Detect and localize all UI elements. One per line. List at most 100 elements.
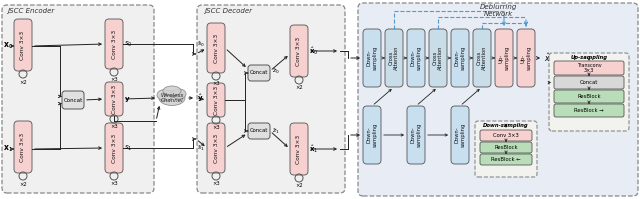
FancyBboxPatch shape xyxy=(363,106,381,164)
Text: JSCC Decoder: JSCC Decoder xyxy=(204,8,252,14)
Ellipse shape xyxy=(157,90,173,100)
FancyBboxPatch shape xyxy=(14,121,32,173)
Text: ×3: ×3 xyxy=(212,125,220,130)
Text: Conv 3×3: Conv 3×3 xyxy=(214,85,218,115)
FancyBboxPatch shape xyxy=(473,29,491,87)
Text: $\hat{\mathbf{x}}_1$: $\hat{\mathbf{x}}_1$ xyxy=(309,143,318,155)
Ellipse shape xyxy=(159,91,185,105)
Ellipse shape xyxy=(163,86,181,96)
Text: Cross
Attention: Cross Attention xyxy=(388,46,399,70)
Text: $\hat{s}_0$: $\hat{s}_0$ xyxy=(197,39,205,49)
Text: Transconv
3×3: Transconv 3×3 xyxy=(577,63,602,73)
Text: ×3: ×3 xyxy=(110,181,118,186)
Text: ×2: ×2 xyxy=(19,182,27,187)
FancyBboxPatch shape xyxy=(363,29,381,87)
Text: ×3: ×3 xyxy=(212,181,220,186)
Text: Down-
sampling: Down- sampling xyxy=(454,46,465,70)
FancyBboxPatch shape xyxy=(207,123,225,173)
FancyBboxPatch shape xyxy=(197,5,345,193)
Text: $\mathbf{x}_0$: $\mathbf{x}_0$ xyxy=(3,41,13,51)
Text: Conv 3×3: Conv 3×3 xyxy=(20,133,26,162)
Text: ×2: ×2 xyxy=(19,80,27,85)
FancyBboxPatch shape xyxy=(554,90,624,103)
Text: Cross
Attention: Cross Attention xyxy=(433,46,444,70)
Text: Conv 3×3: Conv 3×3 xyxy=(493,133,519,138)
Text: Concat: Concat xyxy=(250,70,268,75)
FancyBboxPatch shape xyxy=(14,19,32,71)
Text: $\hat{\mathbf{y}}$: $\hat{\mathbf{y}}$ xyxy=(197,92,204,104)
Text: $\mathbf{x}_1$: $\mathbf{x}_1$ xyxy=(3,144,13,154)
Text: Down-
sampling: Down- sampling xyxy=(411,123,421,147)
FancyBboxPatch shape xyxy=(495,29,513,87)
Text: Down-
sampling: Down- sampling xyxy=(367,123,378,147)
FancyBboxPatch shape xyxy=(248,65,270,81)
Text: JSCC Encoder: JSCC Encoder xyxy=(7,8,54,14)
Text: ResBlock: ResBlock xyxy=(494,145,518,150)
FancyBboxPatch shape xyxy=(105,82,123,116)
FancyBboxPatch shape xyxy=(517,29,535,87)
Text: $\hat{z}_1$: $\hat{z}_1$ xyxy=(272,126,280,136)
Text: Conv 3×3: Conv 3×3 xyxy=(214,134,218,163)
Text: Cross
Attention: Cross Attention xyxy=(477,46,488,70)
Text: Down-
sampling: Down- sampling xyxy=(454,123,465,147)
FancyBboxPatch shape xyxy=(451,29,469,87)
Text: Conv 3×3: Conv 3×3 xyxy=(111,84,116,114)
FancyBboxPatch shape xyxy=(480,130,532,141)
FancyBboxPatch shape xyxy=(207,83,225,117)
Text: $\hat{s}_1$: $\hat{s}_1$ xyxy=(197,143,205,153)
Text: $\hat{x}$: $\hat{x}$ xyxy=(544,52,551,64)
Text: ×3: ×3 xyxy=(110,124,118,129)
Text: $s_1$: $s_1$ xyxy=(124,143,132,153)
Text: Conv 3×3: Conv 3×3 xyxy=(111,29,116,59)
Text: Wireless
Channel: Wireless Channel xyxy=(161,93,184,103)
Text: $\hat{\mathbf{x}}_0$: $\hat{\mathbf{x}}_0$ xyxy=(309,45,319,57)
Text: ×3: ×3 xyxy=(110,77,118,82)
FancyBboxPatch shape xyxy=(290,123,308,175)
Text: Down-sampling: Down-sampling xyxy=(483,123,529,128)
Text: Up-sampling: Up-sampling xyxy=(570,55,607,60)
FancyBboxPatch shape xyxy=(105,19,123,69)
Text: Down-
sampling: Down- sampling xyxy=(367,46,378,70)
FancyBboxPatch shape xyxy=(105,123,123,173)
FancyBboxPatch shape xyxy=(451,106,469,164)
FancyBboxPatch shape xyxy=(385,29,403,87)
Text: Conv 3×3: Conv 3×3 xyxy=(296,36,301,65)
Text: Conv 3×3: Conv 3×3 xyxy=(214,33,218,62)
Text: $\mathbf{y}$: $\mathbf{y}$ xyxy=(124,95,131,103)
Text: ×2: ×2 xyxy=(295,85,303,90)
Text: Conv 3×3: Conv 3×3 xyxy=(296,135,301,164)
FancyBboxPatch shape xyxy=(554,104,624,117)
Text: Conv 3×3: Conv 3×3 xyxy=(111,134,116,163)
Text: Concat: Concat xyxy=(580,80,598,85)
Text: Deblurring
Network: Deblurring Network xyxy=(479,4,516,17)
Text: ×3: ×3 xyxy=(212,81,220,86)
Text: Conv 3×3: Conv 3×3 xyxy=(20,30,26,60)
Text: ResBlock ←: ResBlock ← xyxy=(491,157,521,162)
FancyBboxPatch shape xyxy=(475,121,537,177)
FancyBboxPatch shape xyxy=(290,25,308,77)
FancyBboxPatch shape xyxy=(480,154,532,165)
FancyBboxPatch shape xyxy=(554,61,624,75)
Text: Up-
sampling: Up- sampling xyxy=(520,46,531,70)
Text: Concat: Concat xyxy=(250,129,268,134)
Text: ResBlock: ResBlock xyxy=(577,94,601,99)
Text: ×2: ×2 xyxy=(295,183,303,188)
FancyBboxPatch shape xyxy=(248,123,270,139)
FancyBboxPatch shape xyxy=(407,106,425,164)
Text: $\hat{z}_0$: $\hat{z}_0$ xyxy=(272,66,280,76)
Text: Concat: Concat xyxy=(63,98,83,102)
FancyBboxPatch shape xyxy=(549,53,629,131)
Ellipse shape xyxy=(172,89,186,99)
FancyBboxPatch shape xyxy=(554,76,624,89)
FancyBboxPatch shape xyxy=(358,3,638,196)
FancyBboxPatch shape xyxy=(480,142,532,153)
Text: $s_0$: $s_0$ xyxy=(124,39,132,49)
FancyBboxPatch shape xyxy=(62,91,84,109)
Text: Up-
sampling: Up- sampling xyxy=(499,46,509,70)
FancyBboxPatch shape xyxy=(207,23,225,73)
Text: Down-
sampling: Down- sampling xyxy=(411,46,421,70)
FancyBboxPatch shape xyxy=(429,29,447,87)
FancyBboxPatch shape xyxy=(407,29,425,87)
FancyBboxPatch shape xyxy=(2,5,154,193)
Text: ResBlock →: ResBlock → xyxy=(574,108,604,113)
